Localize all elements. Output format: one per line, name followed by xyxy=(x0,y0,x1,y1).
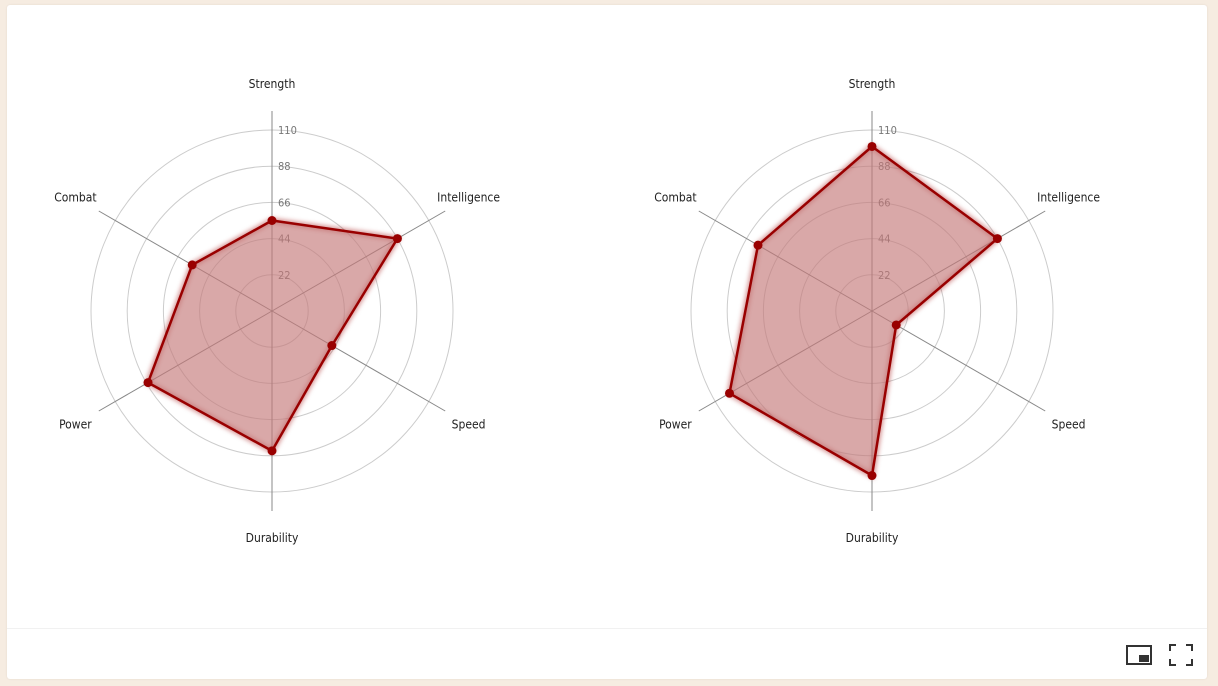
chart-area: 22446688110StrengthIntelligenceSpeedDura… xyxy=(7,5,1207,627)
data-point-speed xyxy=(891,320,901,330)
series-area xyxy=(728,145,999,477)
axis-label-intelligence: Intelligence xyxy=(1037,191,1100,205)
series-area xyxy=(146,219,399,453)
data-point-durability xyxy=(867,471,877,481)
axis-label-durability: Durability xyxy=(246,531,299,545)
fullscreen-button[interactable] xyxy=(1167,642,1195,668)
data-point-power xyxy=(724,388,734,398)
chart-card: 22446688110StrengthIntelligenceSpeedDura… xyxy=(7,5,1207,679)
axis-label-combat: Combat xyxy=(654,191,696,205)
tick-label: 110 xyxy=(278,124,297,137)
axis-line-speed xyxy=(871,310,1046,412)
data-point-intelligence xyxy=(992,234,1002,244)
radar-chart-1: 22446688110StrengthIntelligenceSpeedDura… xyxy=(54,77,500,545)
data-point-combat xyxy=(753,240,763,250)
fullscreen-icon xyxy=(1169,644,1193,666)
data-point-intelligence xyxy=(392,234,402,244)
axis-label-durability: Durability xyxy=(846,531,899,545)
tick-label: 110 xyxy=(878,124,897,137)
tick-label: 66 xyxy=(278,196,291,209)
axis-label-power: Power xyxy=(59,418,92,432)
axis-label-strength: Strength xyxy=(249,77,296,91)
axis-label-power: Power xyxy=(659,418,692,432)
data-point-strength xyxy=(867,141,877,151)
chart-footer xyxy=(7,628,1207,679)
data-point-durability xyxy=(267,446,277,456)
axis-label-intelligence: Intelligence xyxy=(437,191,500,205)
radar-chart-2: 22446688110StrengthIntelligenceSpeedDura… xyxy=(654,77,1100,545)
picture-in-picture-icon xyxy=(1126,645,1152,665)
data-point-combat xyxy=(187,260,197,270)
axis-label-speed: Speed xyxy=(452,418,486,432)
axis-label-speed: Speed xyxy=(1052,418,1086,432)
data-point-speed xyxy=(327,341,337,351)
data-point-strength xyxy=(267,216,277,225)
tick-label: 88 xyxy=(278,160,291,173)
radar-charts-svg: 22446688110StrengthIntelligenceSpeedDura… xyxy=(54,77,1100,545)
axis-label-strength: Strength xyxy=(849,77,896,91)
data-point-power xyxy=(143,378,153,388)
picture-in-picture-button[interactable] xyxy=(1125,642,1153,668)
axis-label-combat: Combat xyxy=(54,191,96,205)
